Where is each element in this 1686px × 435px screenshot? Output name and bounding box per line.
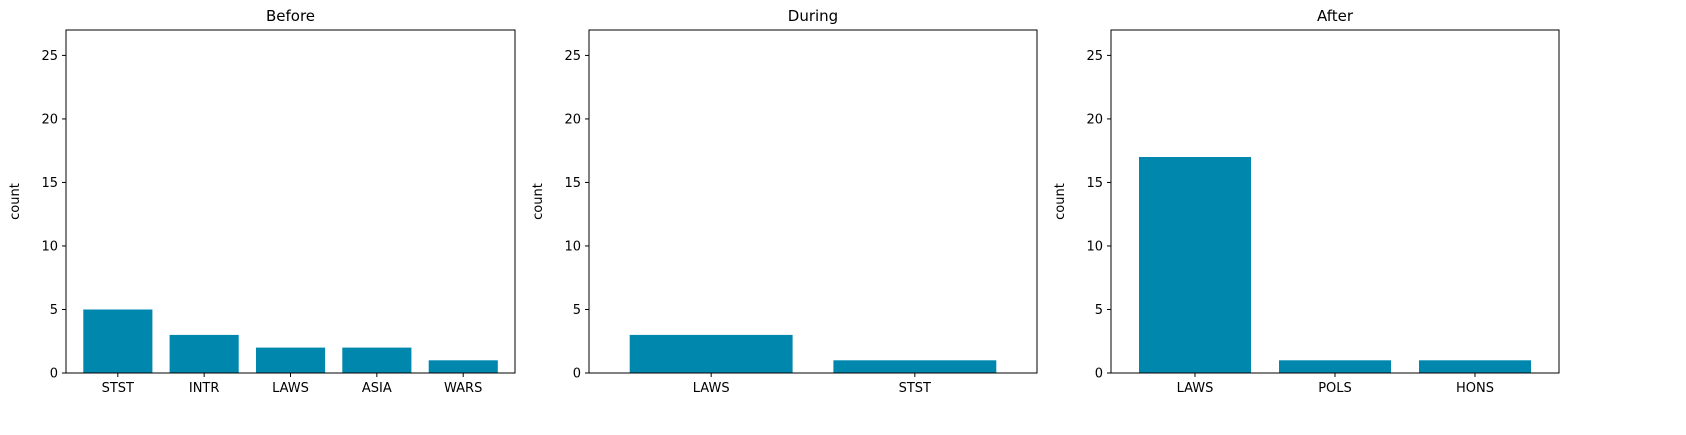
bar-before-laws [256, 347, 326, 373]
y-tick-label: 0 [1095, 367, 1103, 382]
y-tick-label: 15 [41, 176, 58, 191]
y-tick-label: 10 [564, 239, 581, 254]
plot-frame-during [588, 29, 1038, 374]
x-tick-label: INTR [189, 381, 220, 396]
x-tick-label: LAWS [1177, 381, 1214, 396]
bar-after-pols [1279, 360, 1391, 373]
ticks-before: STST INTR LAWS ASIA WARS 0 5 10 15 20 25 [41, 49, 482, 396]
x-tick-label: LAWS [272, 381, 309, 396]
bar-before-asia [342, 347, 412, 373]
x-tick-label: STST [102, 381, 134, 396]
bar-during-stst [833, 360, 997, 373]
bars-before [83, 309, 498, 373]
y-tick-label: 0 [573, 367, 581, 382]
y-tick-label: 10 [41, 239, 58, 254]
y-tick-label: 20 [1086, 112, 1103, 127]
y-tick-label: 15 [564, 176, 581, 191]
y-axis-label-after: count [1053, 183, 1068, 220]
bar-before-wars [428, 360, 498, 373]
y-tick-label: 20 [564, 112, 581, 127]
x-tick-label: HONS [1456, 381, 1494, 396]
bar-after-hons [1419, 360, 1531, 373]
x-tick-label: LAWS [693, 381, 730, 396]
ticks-during: LAWS STST 0 5 10 15 20 25 [564, 49, 931, 396]
x-tick-label: STST [899, 381, 931, 396]
bar-during-laws [629, 334, 793, 373]
bars-after [1139, 157, 1531, 373]
x-tick-label: POLS [1318, 381, 1352, 396]
bars-during [629, 334, 997, 373]
x-tick-label: WARS [444, 381, 482, 396]
y-tick-label: 20 [41, 112, 58, 127]
bar-after-laws [1139, 157, 1251, 373]
y-axis-label-during: count [531, 183, 546, 220]
panel-title-after: After [1317, 7, 1354, 25]
panel-before: Before count STST INTR LAWS ASIA WARS 0 5 10 15 2… [8, 7, 516, 396]
plot-frame-after [1110, 29, 1560, 374]
y-tick-label: 25 [1086, 49, 1103, 64]
y-axis-label-before: count [8, 183, 23, 220]
y-tick-label: 0 [50, 367, 58, 382]
y-tick-label: 25 [564, 49, 581, 64]
panel-after: After count LAWS POLS HONS 0 5 10 15 20 25 [1053, 7, 1560, 396]
y-tick-label: 5 [573, 303, 581, 318]
x-tick-label: ASIA [362, 381, 392, 396]
panel-during: During count LAWS STST 0 5 10 15 20 25 [531, 7, 1038, 396]
ticks-after: LAWS POLS HONS 0 5 10 15 20 25 [1086, 49, 1494, 396]
y-tick-label: 5 [1095, 303, 1103, 318]
panel-title-during: During [788, 7, 838, 25]
y-tick-label: 15 [1086, 176, 1103, 191]
bar-before-intr [169, 334, 239, 373]
y-tick-label: 25 [41, 49, 58, 64]
y-tick-label: 10 [1086, 239, 1103, 254]
bar-before-stst [83, 309, 153, 373]
y-tick-label: 5 [50, 303, 58, 318]
panel-title-before: Before [266, 7, 315, 25]
plot-frame-before [65, 29, 516, 374]
